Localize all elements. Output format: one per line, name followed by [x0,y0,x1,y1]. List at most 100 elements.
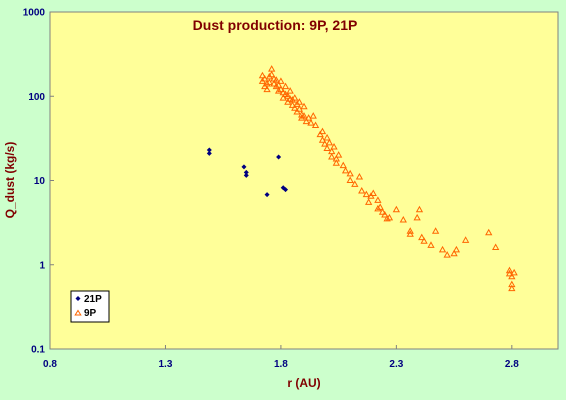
point-9P [332,159,340,166]
x-tick-label: 1.3 [159,359,173,370]
point-9P [300,102,308,110]
point-9P [309,112,317,119]
point-9P [272,76,280,83]
point-9P [300,112,308,119]
point-9P [427,241,435,248]
point-9P [431,227,440,234]
point-9P [399,215,407,223]
point-9P [268,70,276,78]
point-9P [378,208,387,215]
point-9P [418,233,426,241]
point-9P [438,245,447,253]
point-9P [376,203,384,210]
point-9P [277,77,285,84]
point-21P [206,147,212,153]
point-21P [241,164,247,170]
point-9P [461,236,470,243]
point-9P [272,82,280,90]
legend-marker-9P [74,309,82,316]
point-9P [383,214,391,222]
point-9P [381,210,389,218]
point-9P [450,249,458,257]
point-9P [415,205,424,213]
point-9P [316,130,324,138]
point-9P [291,94,299,101]
point-21P [243,172,249,178]
y-tick-label: 100 [28,92,45,103]
legend-marker-21P [75,296,81,301]
point-9P [492,243,500,251]
point-9P [291,104,299,111]
point-9P [270,79,278,87]
chart-title: Dust production: 9P, 21P [193,17,358,33]
point-9P [505,266,514,274]
point-9P [302,117,310,125]
point-9P [304,114,313,121]
point-9P [406,230,414,237]
plot-area [49,11,559,350]
point-9P [323,133,331,141]
y-tick-label: 10 [34,176,46,187]
x-axis-title: r (AU) [287,376,320,390]
point-9P [288,101,297,108]
point-9P [351,180,359,187]
point-9P [508,284,516,292]
point-21P [206,150,212,156]
y-tick-label: 1 [39,260,45,271]
point-9P [286,87,294,94]
point-9P [358,187,366,194]
point-9P [346,169,354,177]
y-tick-label: 0.1 [31,345,45,356]
point-9P [334,151,343,158]
point-21P [283,187,289,193]
point-9P [279,94,287,101]
point-9P [510,268,518,276]
point-21P [264,192,270,198]
point-9P [263,85,271,93]
point-9P [385,213,394,221]
point-9P [325,138,334,146]
point-9P [274,87,283,94]
point-9P [443,251,451,258]
point-9P [452,245,461,253]
point-9P [413,213,421,221]
point-9P [508,272,516,280]
x-tick-label: 2.8 [505,359,519,370]
y-tick-label: 1000 [23,8,46,19]
point-9P [311,121,320,128]
point-9P [330,142,338,150]
point-9P [307,119,315,126]
point-9P [321,140,329,147]
point-9P [374,204,382,212]
legend-label-21P: 21P [84,294,102,305]
point-9P [295,98,304,105]
x-tick-label: 2.3 [389,359,403,370]
point-9P [298,114,306,121]
point-9P [362,190,370,198]
point-9P [485,228,493,236]
point-9P [420,237,428,244]
legend-label-9P: 9P [84,308,97,319]
point-9P [355,172,364,180]
point-9P [346,176,354,183]
x-tick-label: 0.8 [43,359,57,370]
point-9P [365,198,373,205]
point-9P [261,75,269,82]
point-21P [276,154,282,160]
legend: 21P 9P [70,290,110,323]
point-9P [341,166,350,174]
point-9P [323,144,331,151]
point-9P [318,127,327,135]
point-9P [406,227,414,234]
point-9P [281,82,290,90]
data-points [206,65,518,292]
point-21P [243,169,249,175]
legend-box [70,290,110,323]
point-9P [369,189,377,197]
point-9P [374,196,382,203]
point-9P [328,152,336,160]
y-axis-title: Q_dust (kg/s) [3,142,17,219]
point-9P [265,78,274,86]
point-9P [339,161,347,169]
